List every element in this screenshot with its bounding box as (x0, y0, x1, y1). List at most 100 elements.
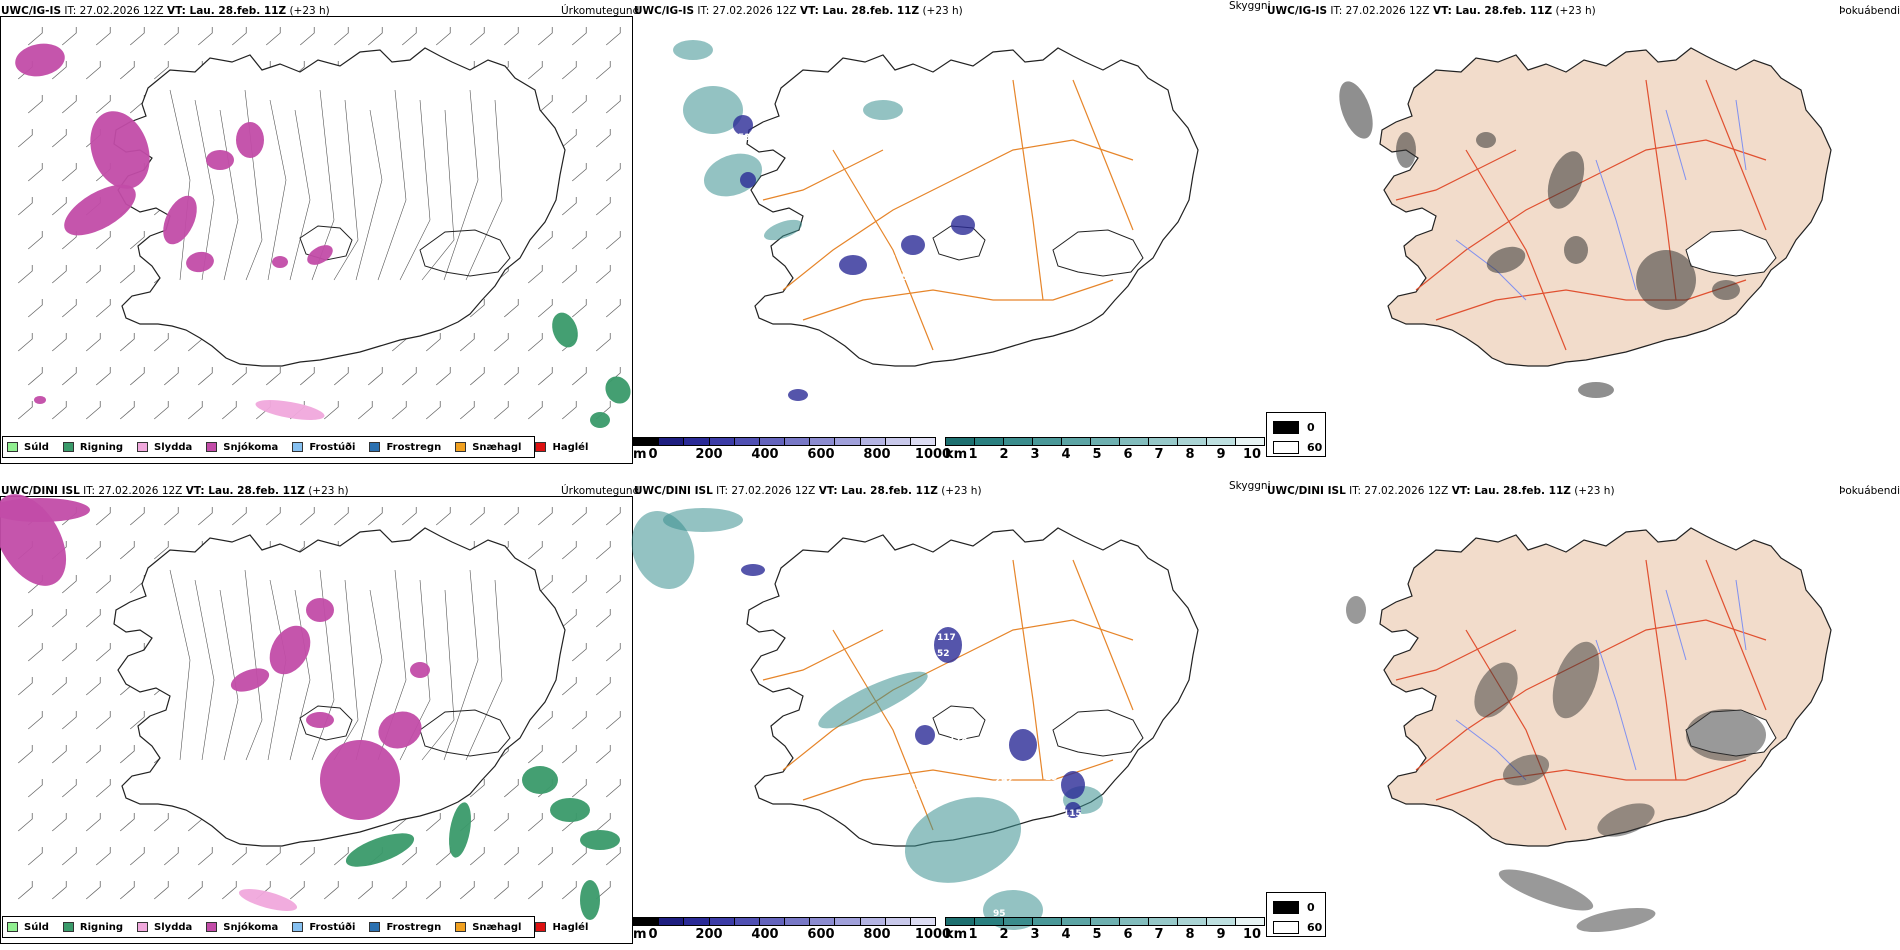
legend-item: Slydda (137, 442, 192, 453)
colorbar-cell (835, 438, 861, 445)
glacier-outline (419, 709, 511, 757)
colorbar-cell (946, 438, 975, 445)
low-visibility-area (818, 671, 928, 729)
wind-barb (493, 401, 509, 420)
road (1012, 559, 1044, 781)
panel-title: Skyggni (1229, 0, 1271, 12)
river (1595, 639, 1637, 771)
wind-barb (561, 197, 577, 216)
wind-barb (61, 711, 77, 730)
road (1395, 629, 1517, 681)
wind-barb (527, 541, 543, 560)
snow-area (206, 150, 234, 170)
row-ig-is: UWC/IG-IS IT: 27.02.2026 12Z VT: Lau. 28… (0, 0, 1900, 470)
wind-barb (153, 541, 169, 560)
low-visibility-area (663, 508, 743, 532)
colorbar-ticks: 1 2 3 4 5 6 7 8 9 10 (945, 927, 1265, 943)
panel-header: UWC/IG-IS IT: 27.02.2026 12Z VT: Lau. 28… (634, 5, 963, 17)
colorbar-unit: km (945, 927, 968, 942)
low-visibility-area (863, 100, 903, 120)
coastline (1379, 527, 1832, 847)
legend-item: Rigning (62, 922, 123, 933)
wind-barb (425, 813, 441, 832)
legend-swatch (137, 922, 149, 932)
terrain-contour (443, 569, 479, 761)
low-ceiling-area (934, 627, 962, 663)
ceiling-label: 105 (913, 385, 932, 395)
colorbar-tick: 5 (1092, 927, 1102, 942)
fog-area (1547, 151, 1585, 209)
wind-barb (605, 95, 621, 114)
legend-swatch (206, 442, 218, 452)
low-visibility-area (631, 511, 695, 589)
wind-barb (571, 847, 587, 866)
colorbar-ticks: 1 2 3 4 5 6 7 8 9 10 (945, 447, 1265, 463)
road (802, 759, 1114, 801)
model-name: UWC/IG-IS (1, 5, 62, 17)
wind-barb (503, 299, 519, 318)
ceiling-label: 207 (877, 255, 896, 265)
panel-header: UWC/DINI ISL IT: 27.02.2026 12Z VT: Lau.… (1, 485, 349, 497)
wind-barb (129, 367, 145, 386)
sleet-area (238, 889, 298, 911)
road (1705, 559, 1767, 711)
wind-barb (51, 197, 67, 216)
colorbar-tick: 0 (648, 927, 658, 942)
legend-item: Frostúði (292, 922, 355, 933)
rain-area (580, 880, 600, 920)
issue-time: IT: 27.02.2026 12Z (716, 485, 816, 497)
fog-area (1498, 869, 1594, 911)
legend-swatch (7, 922, 18, 932)
wind-barb (595, 129, 611, 148)
wind-barb (153, 813, 169, 832)
colorbar-cell (975, 438, 1004, 445)
panel-title: Skyggni (1229, 480, 1271, 492)
colorbar-cell (1033, 918, 1062, 925)
colorbar-cell (946, 918, 975, 925)
ceiling-label: 29 (1045, 773, 1058, 783)
wind-barb (571, 299, 587, 318)
colorbar-tick: 2 (999, 927, 1009, 942)
wind-barb (61, 779, 77, 798)
colorbar-cell (734, 918, 760, 925)
wind-barb (571, 575, 587, 594)
wind-barb (129, 507, 145, 526)
wind-barb (595, 197, 611, 216)
panel-title: Úrkomutegund (561, 485, 640, 497)
legend-label: Snæhagl (472, 441, 522, 453)
road (1072, 79, 1134, 231)
legend-swatch (455, 922, 467, 932)
wind-barb (595, 265, 611, 284)
rain-area (449, 802, 471, 858)
colorbar-cell (860, 438, 886, 445)
wind-barb (571, 779, 587, 798)
snow-area (236, 122, 264, 158)
colorbar-cell (1091, 918, 1120, 925)
issue-time: IT: 27.02.2026 12Z (1349, 485, 1449, 497)
colorbar-cell (659, 918, 685, 925)
legend-label: Rigning (79, 441, 124, 453)
lead-time: (+23 h) (941, 485, 982, 497)
wind-barb (391, 401, 407, 420)
precip-panel-dini: UWC/DINI ISL IT: 27.02.2026 12Z VT: Lau.… (0, 480, 639, 950)
wind-barb (153, 61, 169, 80)
glacier-outline (932, 705, 986, 741)
rain-area (580, 830, 620, 850)
wind-barb (503, 847, 519, 866)
ceiling-label: 115 (1063, 809, 1082, 819)
valid-time: VT: Lau. 28.feb. 11Z (166, 5, 287, 17)
coastline (113, 527, 566, 847)
wind-barb (17, 881, 33, 900)
wind-barb (197, 27, 213, 46)
wind-barb (537, 367, 553, 386)
colorbar-tick: 10 (1242, 447, 1262, 462)
colorbar-cell (885, 438, 911, 445)
lead-time: (+23 h) (289, 5, 330, 17)
wind-barb (119, 541, 135, 560)
wind-barb (289, 881, 305, 900)
legend-swatch (137, 442, 149, 452)
snow-area (320, 740, 400, 820)
wind-barb (95, 643, 111, 662)
road (1012, 79, 1044, 301)
wind-barb (561, 61, 577, 80)
